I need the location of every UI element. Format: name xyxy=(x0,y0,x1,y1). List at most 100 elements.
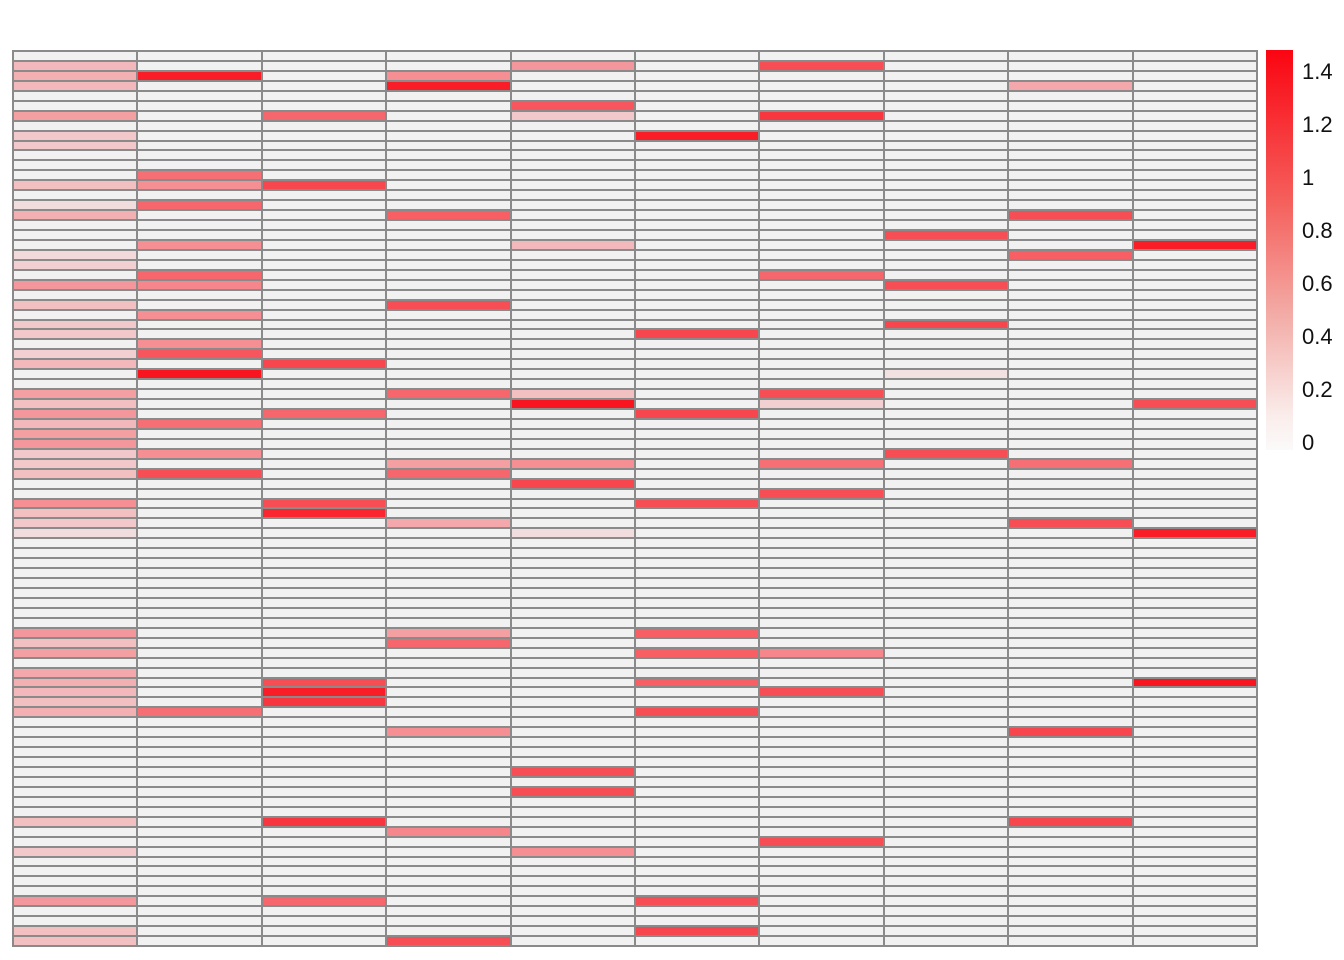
heatmap-cell xyxy=(884,479,1008,488)
heatmap-cell xyxy=(1009,221,1132,229)
colorbar-tick-label: 0.8 xyxy=(1302,218,1333,243)
heatmap-cell xyxy=(1133,340,1256,349)
heatmap-cell xyxy=(262,280,386,289)
heatmap-cell xyxy=(636,787,759,796)
heatmap-cell xyxy=(636,658,759,667)
heatmap-cell xyxy=(1009,380,1132,389)
heatmap-cell xyxy=(262,529,386,538)
heatmap-cell xyxy=(387,807,510,816)
heatmap-cell xyxy=(760,777,883,786)
heatmap-cell xyxy=(387,569,510,578)
heatmap-cell xyxy=(884,330,1008,339)
heatmap-cell xyxy=(262,449,386,458)
heatmap-cell xyxy=(14,250,137,259)
heatmap-cell xyxy=(14,668,137,677)
heatmap-cell xyxy=(1009,688,1132,697)
heatmap-cell xyxy=(636,320,759,329)
heatmap-cell xyxy=(1133,559,1256,568)
heatmap-cell xyxy=(1133,141,1256,150)
heatmap-cell xyxy=(1133,807,1256,816)
heatmap-cell xyxy=(14,628,137,637)
heatmap-cell xyxy=(262,827,386,836)
heatmap-cell xyxy=(262,817,386,826)
heatmap-cell xyxy=(884,161,1008,170)
heatmap-cell xyxy=(884,141,1008,150)
heatmap-cell xyxy=(760,648,883,657)
heatmap-cell xyxy=(511,111,634,120)
heatmap-cell xyxy=(760,300,883,309)
heatmap-cell xyxy=(884,111,1008,120)
heatmap-cell xyxy=(1009,81,1132,90)
heatmap-cell xyxy=(511,181,634,190)
heatmap-cell xyxy=(884,429,1008,438)
heatmap-cell xyxy=(14,867,137,876)
heatmap-cell xyxy=(760,101,883,110)
heatmap-cell xyxy=(387,937,510,945)
heatmap-cell xyxy=(511,61,634,70)
heatmap-cell xyxy=(1133,260,1256,269)
heatmap-cell xyxy=(760,638,883,647)
heatmap-cell xyxy=(511,668,634,677)
heatmap-cell xyxy=(1133,579,1256,587)
heatmap-cell xyxy=(1009,668,1132,677)
heatmap-cell xyxy=(387,221,510,229)
heatmap-cell xyxy=(138,201,261,210)
heatmap-cell xyxy=(138,897,261,906)
heatmap-cell xyxy=(14,748,137,757)
heatmap-cell xyxy=(387,539,510,548)
heatmap-cell xyxy=(511,280,634,289)
heatmap-cell xyxy=(636,678,759,687)
heatmap-cell xyxy=(262,350,386,359)
heatmap-cell xyxy=(138,499,261,508)
heatmap-cell xyxy=(387,519,510,528)
heatmap-cell xyxy=(138,887,261,896)
heatmap-cell xyxy=(884,370,1008,379)
heatmap-cell xyxy=(1009,161,1132,170)
heatmap-cell xyxy=(760,340,883,349)
heatmap-cell xyxy=(14,827,137,836)
heatmap-cell xyxy=(1133,350,1256,359)
heatmap-cell xyxy=(511,231,634,239)
heatmap-cell xyxy=(636,728,759,737)
heatmap-cell xyxy=(138,141,261,150)
heatmap-cell xyxy=(262,459,386,468)
heatmap-cell xyxy=(511,897,634,906)
heatmap-cell xyxy=(138,400,261,408)
heatmap-cell xyxy=(760,449,883,458)
heatmap-cell xyxy=(1133,777,1256,786)
heatmap-cell xyxy=(1009,678,1132,687)
heatmap-cell xyxy=(138,330,261,339)
heatmap-cell xyxy=(760,817,883,826)
heatmap-cell xyxy=(1133,678,1256,687)
heatmap-cell xyxy=(138,598,261,607)
heatmap-cell xyxy=(511,400,634,408)
heatmap-cell xyxy=(884,350,1008,359)
heatmap-cell xyxy=(138,360,261,369)
heatmap-cell xyxy=(1009,927,1132,936)
heatmap-cell xyxy=(387,240,510,249)
heatmap-cell xyxy=(1133,797,1256,806)
heatmap-cell xyxy=(511,738,634,747)
heatmap-cell xyxy=(760,738,883,747)
heatmap-cell xyxy=(262,330,386,339)
heatmap-cell xyxy=(884,777,1008,786)
heatmap-cell xyxy=(14,449,137,458)
heatmap-cell xyxy=(884,857,1008,866)
heatmap-cell xyxy=(511,300,634,309)
heatmap-cell xyxy=(14,260,137,269)
heatmap-cell xyxy=(138,340,261,349)
heatmap-cell xyxy=(636,429,759,438)
heatmap-cell xyxy=(1009,847,1132,856)
heatmap-cell xyxy=(511,927,634,936)
heatmap-cell xyxy=(387,290,510,299)
heatmap-cell xyxy=(511,827,634,836)
heatmap-cell xyxy=(14,698,137,707)
heatmap-cell xyxy=(14,141,137,150)
heatmap-cell xyxy=(760,151,883,160)
heatmap-cell xyxy=(636,240,759,249)
heatmap-cell xyxy=(636,459,759,468)
heatmap-cell xyxy=(14,549,137,558)
heatmap-cell xyxy=(884,768,1008,776)
heatmap-cell xyxy=(1009,390,1132,399)
heatmap-cell xyxy=(636,499,759,508)
